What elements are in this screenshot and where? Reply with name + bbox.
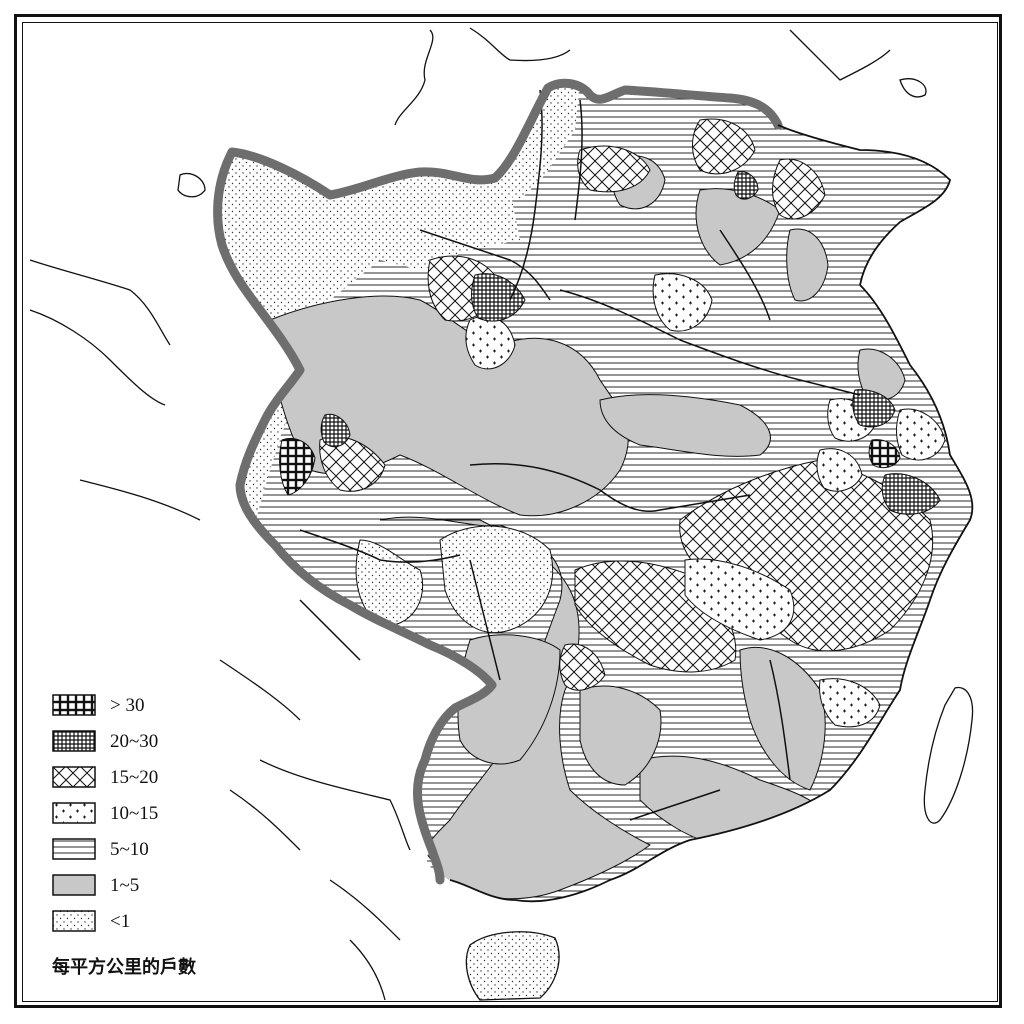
neighbour-lines — [29, 27, 927, 1001]
legend-item-5-10: 5~10 — [52, 838, 252, 862]
density-regions — [217, 83, 973, 902]
legend-item-under-1: <1 — [52, 910, 252, 934]
dynasty-boundary — [213, 78, 783, 885]
taiwan-island — [923, 686, 974, 824]
legend-swatch-diagonal-crosshatch — [52, 766, 96, 788]
legend-swatch-fine-crosshatch — [52, 730, 96, 752]
hainan-island — [465, 931, 560, 1001]
legend-swatch-square-grid — [52, 694, 96, 716]
legend-item-10-15: 10~15 — [52, 802, 252, 826]
legend-swatch-horizontal-lines — [52, 838, 96, 860]
legend-label: 10~15 — [110, 803, 159, 824]
legend-item-over-30: > 30 — [52, 694, 252, 718]
legend-item-15-20: 15~20 — [52, 766, 252, 790]
legend-swatch-stipple — [52, 910, 96, 932]
coastline — [449, 124, 974, 903]
legend-label: > 30 — [110, 695, 145, 716]
legend-label: 15~20 — [110, 767, 159, 788]
legend-item-1-5: 1~5 — [52, 874, 252, 898]
map-inner-border — [22, 22, 998, 1002]
legend-swatch-plus-dots — [52, 802, 96, 824]
legend-label: 1~5 — [110, 875, 140, 896]
legend-label: 5~10 — [110, 839, 149, 860]
legend-item-20-30: 20~30 — [52, 730, 252, 754]
legend-label: <1 — [110, 911, 131, 932]
legend-swatch-solid-gray — [52, 874, 96, 896]
legend-label: 20~30 — [110, 731, 159, 752]
rivers — [299, 89, 861, 821]
legend-caption: 每平方公里的戶數 — [52, 957, 196, 978]
